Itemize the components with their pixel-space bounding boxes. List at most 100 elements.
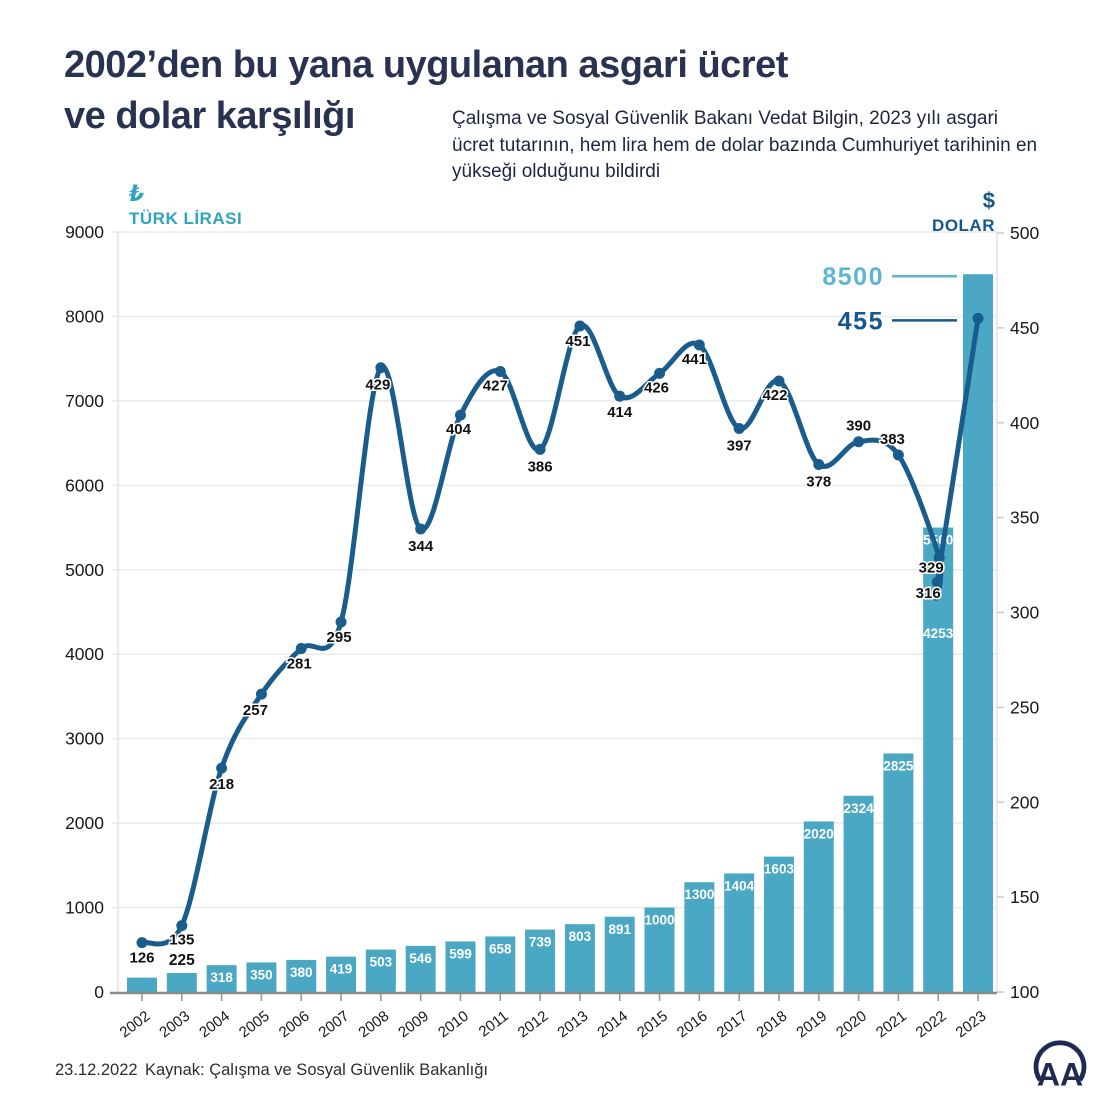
bar-2004 (206, 965, 237, 992)
point-label-397: 397 (727, 437, 752, 454)
bar-2014 (604, 916, 635, 992)
point-label-390: 390 (846, 418, 871, 435)
bar-2006 (286, 959, 317, 992)
point-label-414: 414 (607, 404, 633, 421)
x-tick-2013: 2013 (554, 1008, 591, 1042)
page-title-line2: ve dolar karşılığı (64, 94, 355, 137)
bar-2007 (326, 956, 357, 992)
line-point-2019-378 (813, 458, 825, 470)
right-tick-150: 150 (1010, 887, 1039, 907)
page-title-line1: 2002’den bu yana uygulanan asgari ücret (64, 44, 788, 86)
line-point-2010-404 (454, 409, 466, 421)
left-tick-3000: 3000 (65, 729, 104, 749)
right-tick-200: 200 (1010, 792, 1039, 812)
bar-label-2004: 318 (210, 970, 233, 985)
left-tick-2000: 2000 (65, 813, 104, 833)
bar-label-2014: 891 (608, 922, 631, 937)
x-tick-2008: 2008 (355, 1008, 392, 1042)
right-axis-label: DOLAR (932, 216, 995, 235)
bar-2009 (405, 945, 436, 992)
bar-2015 (644, 907, 675, 992)
bar-2003 (166, 973, 197, 992)
x-tick-2007: 2007 (316, 1008, 353, 1042)
point-label-257: 257 (243, 702, 268, 719)
line-point-2022-329 (933, 551, 945, 563)
x-tick-2017: 2017 (714, 1008, 751, 1042)
x-tick-2021: 2021 (873, 1008, 910, 1042)
x-tick-2016: 2016 (674, 1008, 711, 1042)
left-tick-0: 0 (94, 982, 104, 1002)
right-axis-header: $ DOLAR (877, 190, 995, 236)
point-label-426: 426 (644, 379, 669, 396)
bar-label-2007: 419 (330, 962, 353, 977)
point-label-422: 422 (762, 387, 787, 404)
bar-2013 (564, 924, 595, 992)
bar-label-2005: 350 (250, 967, 273, 982)
bar-label-2021: 2825 (883, 758, 914, 773)
logo-arc (1033, 1040, 1087, 1082)
logo-text: AA (1037, 1057, 1083, 1093)
line-point-2021-383 (892, 449, 904, 461)
point-label-383: 383 (880, 431, 905, 448)
page-subtitle: Çalışma ve Sosyal Güvenlik Bakanı Vedat … (452, 108, 1038, 183)
right-tick-250: 250 (1010, 697, 1039, 717)
line-point-2014-414 (614, 390, 626, 402)
line-point-2007-295 (335, 616, 347, 628)
left-tick-1000: 1000 (65, 898, 104, 918)
source-credit: Kaynak: Çalışma ve Sosyal Güvenlik Bakan… (145, 1061, 488, 1079)
x-tick-2018: 2018 (753, 1008, 790, 1042)
line-point-2015-426 (654, 367, 666, 379)
x-tick-2009: 2009 (395, 1008, 432, 1042)
point-label-281: 281 (287, 656, 312, 673)
left-tick-8000: 8000 (65, 306, 104, 326)
point-label-126: 126 (129, 950, 154, 967)
right-tick-450: 450 (1010, 318, 1039, 338)
bar-2010 (445, 941, 476, 992)
x-tick-2004: 2004 (196, 1008, 233, 1042)
line-point-2020-390 (853, 436, 865, 448)
bar-label-2018: 1603 (764, 862, 795, 877)
bar-2002 (127, 977, 157, 992)
left-tick-4000: 4000 (65, 644, 104, 664)
annotation-8500: 8500 (822, 263, 884, 291)
x-tick-2023: 2023 (953, 1008, 990, 1042)
bar-2017 (724, 873, 755, 992)
bar-2011 (485, 936, 516, 992)
bar-label-2011: 658 (489, 941, 512, 956)
bar-secondary-label-2022: 4253 (923, 626, 954, 641)
line-point-2018-422 (773, 375, 785, 387)
bar-label-2009: 546 (409, 951, 432, 966)
x-tick-2019: 2019 (793, 1008, 830, 1042)
agency-logo: AA (1033, 1040, 1087, 1093)
left-axis-label: TÜRK LİRASI (129, 209, 243, 228)
bar-label-2006: 380 (290, 965, 313, 980)
left-tick-5000: 5000 (65, 560, 104, 580)
line-point-2016-441 (693, 339, 705, 351)
point-label-344: 344 (408, 538, 434, 555)
point-label-329: 329 (919, 559, 944, 576)
right-tick-100: 100 (1010, 982, 1039, 1002)
x-tick-2022: 2022 (913, 1008, 950, 1042)
x-tick-2010: 2010 (435, 1008, 472, 1042)
right-tick-400: 400 (1010, 413, 1039, 433)
line-point-2002-126 (136, 937, 148, 949)
left-tick-7000: 7000 (65, 391, 104, 411)
bar-label-2012: 739 (529, 935, 552, 950)
line-point-2004-218 (216, 762, 228, 774)
line-point-2022-316 (931, 576, 943, 588)
line-point-2013-451 (574, 320, 586, 332)
point-label-427: 427 (483, 378, 508, 395)
bar-2022 (923, 527, 954, 992)
right-tick-300: 300 (1010, 603, 1039, 623)
left-tick-6000: 6000 (65, 475, 104, 495)
point-label-451: 451 (565, 333, 590, 350)
left-axis-header: ₺ TÜRK LİRASI (129, 183, 242, 229)
line-point-2011-427 (494, 366, 506, 378)
bar-label-2003: 225 (169, 952, 195, 969)
x-tick-2011: 2011 (476, 1008, 512, 1041)
line-point-2023-455 (972, 312, 984, 324)
point-label-429: 429 (365, 377, 390, 394)
point-label-404: 404 (446, 421, 472, 438)
point-label-386: 386 (528, 458, 553, 475)
x-tick-2003: 2003 (156, 1008, 193, 1042)
